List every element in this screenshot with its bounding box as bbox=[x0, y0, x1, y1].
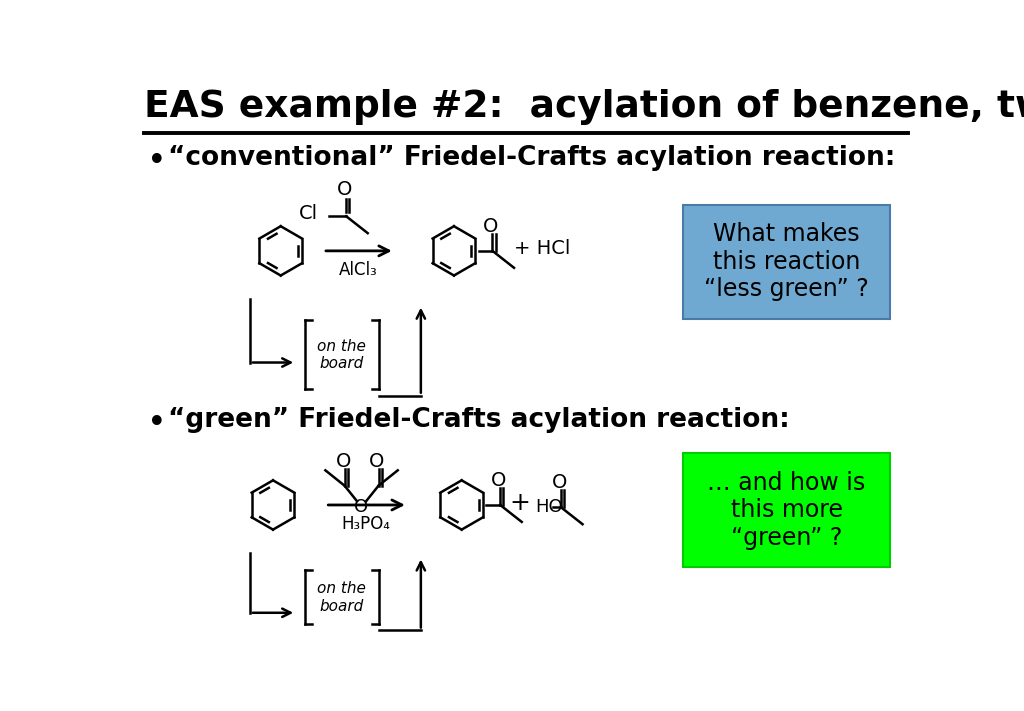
FancyBboxPatch shape bbox=[683, 454, 890, 567]
Text: … and how is
this more
“green” ?: … and how is this more “green” ? bbox=[708, 471, 865, 550]
Text: O: O bbox=[337, 180, 352, 199]
Text: HO: HO bbox=[535, 498, 562, 516]
Text: O: O bbox=[336, 451, 351, 471]
Text: “green” Friedel-Crafts acylation reaction:: “green” Friedel-Crafts acylation reactio… bbox=[168, 407, 790, 433]
Text: O: O bbox=[353, 498, 368, 516]
FancyBboxPatch shape bbox=[683, 205, 890, 319]
Text: + HCl: + HCl bbox=[514, 239, 570, 258]
Text: What makes
this reaction
“less green” ?: What makes this reaction “less green” ? bbox=[705, 222, 869, 301]
Text: AlCl₃: AlCl₃ bbox=[339, 261, 378, 279]
Text: •: • bbox=[147, 145, 167, 178]
Text: •: • bbox=[147, 407, 167, 440]
Text: “conventional” Friedel-Crafts acylation reaction:: “conventional” Friedel-Crafts acylation … bbox=[168, 145, 895, 171]
Text: O: O bbox=[490, 471, 506, 490]
Text: O: O bbox=[483, 217, 499, 236]
Text: H₃PO₄: H₃PO₄ bbox=[342, 515, 390, 533]
Text: Cl: Cl bbox=[299, 204, 318, 223]
Text: on the
board: on the board bbox=[317, 581, 367, 614]
Text: on the
board: on the board bbox=[317, 338, 367, 371]
Text: O: O bbox=[552, 473, 567, 492]
Text: +: + bbox=[510, 491, 530, 515]
Text: EAS example #2:  acylation of benzene, two ways: EAS example #2: acylation of benzene, tw… bbox=[144, 89, 1024, 125]
Text: O: O bbox=[370, 451, 385, 471]
